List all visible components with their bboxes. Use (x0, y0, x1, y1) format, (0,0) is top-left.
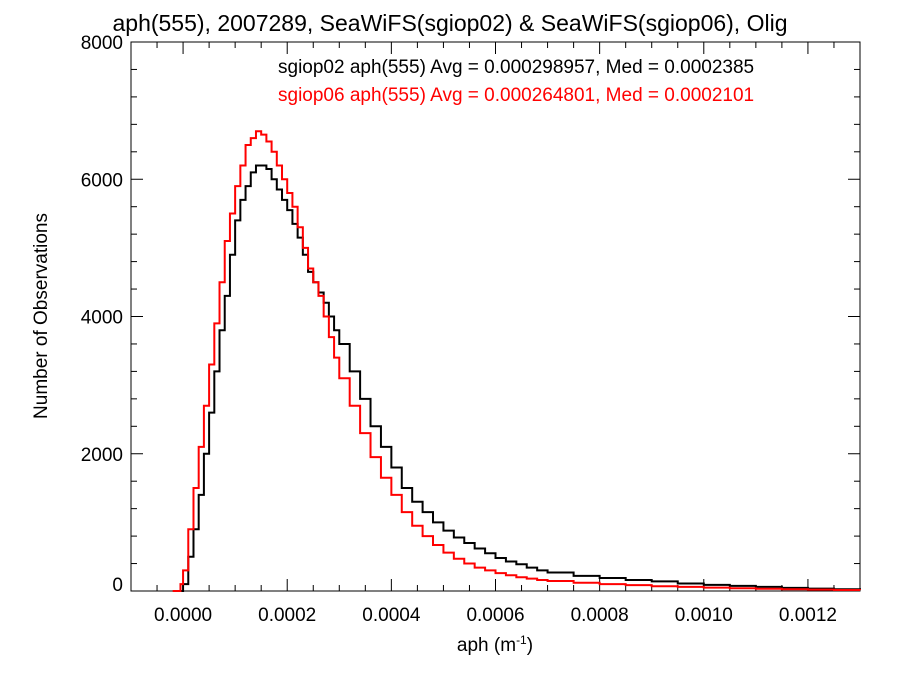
x-tick-label: 0.0004 (362, 605, 421, 626)
y-tick-label: 0 (112, 575, 123, 596)
x-axis-label-text: aph (m (457, 635, 516, 656)
x-tick-label: 0.0000 (154, 605, 212, 626)
series-line-sgiop06 (172, 130, 861, 592)
x-tick-labels: 0.0000 0.0002 0.0004 0.0006 0.0008 0.0010 0.00… (154, 605, 837, 626)
x-tick-label: 0.0010 (675, 605, 733, 626)
series-line-sgiop02 (177, 164, 861, 592)
y-tick-label: 4000 (81, 308, 123, 329)
legend-entry-sgiop06: sgiop06 aph(555) Avg = 0.000264801, Med … (278, 85, 754, 106)
x-axis-label: aph (m-1) (457, 633, 533, 656)
chart-title: aph(555), 2007289, SeaWiFS(sgiop02) & Se… (112, 10, 787, 36)
legend-entry-sgiop02: sgiop02 aph(555) Avg = 0.000298957, Med … (278, 57, 754, 78)
y-axis-label: Number of Observations (31, 213, 52, 419)
y-tick-labels: 0 2000 4000 6000 8000 (81, 33, 123, 596)
x-axis-label-close: ) (527, 635, 533, 656)
y-tick-label: 2000 (81, 445, 123, 466)
y-tick-label: 6000 (81, 170, 123, 191)
x-tick-label: 0.0006 (466, 605, 524, 626)
x-axis-label-exponent: -1 (516, 633, 527, 647)
y-tick-label: 8000 (81, 33, 123, 54)
x-tick-label: 0.0008 (571, 605, 629, 626)
series-layer (172, 130, 861, 592)
x-tick-label: 0.0002 (258, 605, 316, 626)
x-tick-label: 0.0012 (779, 605, 837, 626)
